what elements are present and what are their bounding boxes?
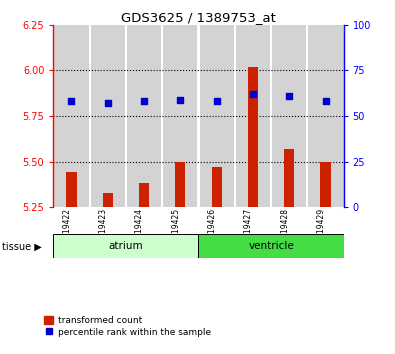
Bar — [66, 172, 77, 207]
Text: GSM119429: GSM119429 — [316, 208, 325, 254]
Bar — [248, 67, 258, 207]
Bar — [161, 25, 163, 207]
Point — [213, 98, 220, 104]
Bar — [284, 149, 294, 207]
Bar — [175, 161, 185, 207]
Point — [250, 91, 256, 97]
Bar — [103, 193, 113, 207]
Bar — [90, 25, 126, 207]
Text: tissue ▶: tissue ▶ — [2, 242, 42, 252]
Title: GDS3625 / 1389753_at: GDS3625 / 1389753_at — [121, 11, 276, 24]
Bar — [139, 183, 149, 207]
Point — [141, 98, 147, 104]
Bar — [199, 234, 344, 258]
Bar — [320, 161, 331, 207]
Bar — [53, 25, 90, 207]
Bar — [212, 167, 222, 207]
Text: GSM119425: GSM119425 — [171, 208, 181, 254]
Bar — [88, 25, 91, 207]
Text: GSM119424: GSM119424 — [135, 208, 144, 254]
Bar — [53, 234, 199, 258]
Legend: transformed count, percentile rank within the sample: transformed count, percentile rank withi… — [44, 316, 211, 337]
Text: GSM119427: GSM119427 — [244, 208, 253, 254]
Bar — [199, 25, 235, 207]
Text: atrium: atrium — [109, 241, 143, 251]
Bar — [162, 25, 199, 207]
Point — [68, 98, 75, 104]
Bar — [235, 25, 271, 207]
Text: ventricle: ventricle — [248, 241, 294, 251]
Bar — [270, 25, 272, 207]
Point — [322, 98, 329, 104]
Bar — [307, 25, 344, 207]
Bar — [271, 25, 307, 207]
Text: GSM119422: GSM119422 — [62, 208, 71, 254]
Bar — [306, 25, 308, 207]
Point — [177, 97, 184, 102]
Bar — [126, 25, 162, 207]
Bar — [198, 25, 199, 207]
Text: GSM119428: GSM119428 — [280, 208, 289, 254]
Bar — [234, 25, 236, 207]
Text: GSM119423: GSM119423 — [99, 208, 108, 254]
Bar — [125, 25, 127, 207]
Text: GSM119426: GSM119426 — [208, 208, 216, 254]
Point — [105, 100, 111, 106]
Point — [286, 93, 292, 99]
